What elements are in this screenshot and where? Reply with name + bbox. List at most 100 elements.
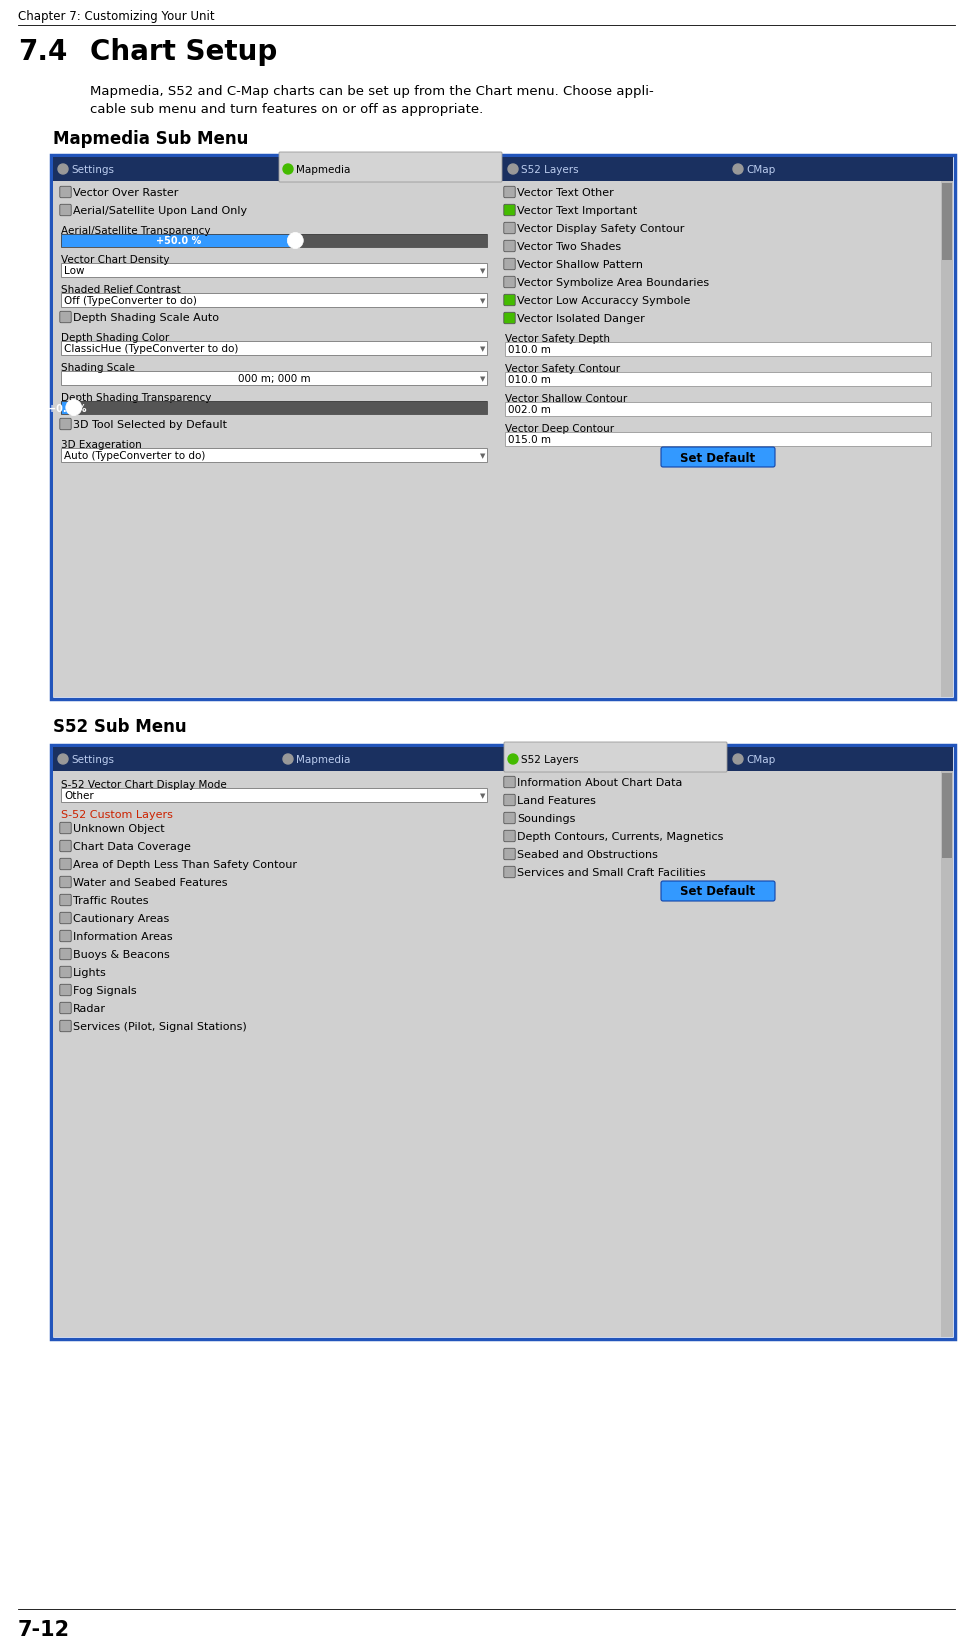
Text: Aerial/Satellite Upon Land Only: Aerial/Satellite Upon Land Only [73,207,247,216]
Text: 3D Exageration: 3D Exageration [61,439,142,449]
Bar [61,293,487,308]
Circle shape [58,754,68,764]
Text: ▼: ▼ [480,346,486,352]
Text: Auto (TypeConverter to do): Auto (TypeConverter to do) [64,451,205,461]
Text: Vector Deep Contour: Vector Deep Contour [505,425,614,434]
Bar [942,774,952,859]
Text: Shading Scale: Shading Scale [61,362,135,372]
Circle shape [508,166,518,175]
FancyBboxPatch shape [504,223,515,234]
Text: Mapmedia, S52 and C-Map charts can be set up from the Chart menu. Choose appli-: Mapmedia, S52 and C-Map charts can be se… [90,85,654,98]
Text: Soundings: Soundings [517,813,575,823]
Text: Chart Setup: Chart Setup [90,38,277,66]
Bar [53,747,953,1337]
Bar [941,182,953,698]
Text: Vector Text Important: Vector Text Important [517,207,637,216]
Bar [74,402,487,415]
FancyBboxPatch shape [59,311,71,323]
Text: 3D Tool Selected by Default: 3D Tool Selected by Default [73,420,227,429]
Circle shape [508,754,518,764]
FancyBboxPatch shape [504,742,727,772]
Bar [61,234,295,247]
Text: ▼: ▼ [480,298,486,303]
FancyBboxPatch shape [504,277,515,288]
Text: Aerial/Satellite Transparency: Aerial/Satellite Transparency [61,226,210,236]
FancyBboxPatch shape [504,313,515,325]
Text: Cautionary Areas: Cautionary Areas [73,913,169,923]
Text: Set Default: Set Default [680,451,756,464]
Text: S52 Layers: S52 Layers [521,754,579,764]
Bar [505,343,931,357]
Bar [505,403,931,416]
Text: Low: Low [64,266,85,275]
FancyBboxPatch shape [504,187,515,198]
FancyBboxPatch shape [59,1003,71,1015]
FancyBboxPatch shape [504,831,515,842]
Text: 010.0 m: 010.0 m [508,375,551,385]
Text: +50.0 %: +50.0 % [156,236,200,246]
FancyBboxPatch shape [59,985,71,997]
Text: cable sub menu and turn features on or off as appropriate.: cable sub menu and turn features on or o… [90,103,484,116]
Text: ▼: ▼ [480,267,486,274]
Text: Settings: Settings [71,166,114,175]
Text: Unknown Object: Unknown Object [73,823,164,834]
Circle shape [283,166,293,175]
FancyBboxPatch shape [59,895,71,906]
Text: Chart Data Coverage: Chart Data Coverage [73,841,191,852]
Bar [51,156,955,700]
FancyBboxPatch shape [504,205,515,216]
FancyBboxPatch shape [504,777,515,788]
Bar [61,402,74,415]
Text: Vector Text Other: Vector Text Other [517,188,614,198]
Text: Mapmedia Sub Menu: Mapmedia Sub Menu [53,129,248,148]
FancyBboxPatch shape [504,795,515,806]
Text: Land Features: Land Features [517,795,595,805]
Text: Services and Small Craft Facilities: Services and Small Craft Facilities [517,867,705,877]
Text: Depth Shading Scale Auto: Depth Shading Scale Auto [73,313,219,323]
FancyBboxPatch shape [504,241,515,252]
Text: 002.0 m: 002.0 m [508,405,551,415]
FancyBboxPatch shape [504,259,515,270]
FancyBboxPatch shape [59,877,71,888]
Text: S-52 Custom Layers: S-52 Custom Layers [61,810,173,820]
Text: 7.4: 7.4 [18,38,67,66]
Bar [941,772,953,1337]
Text: Traffic Routes: Traffic Routes [73,895,149,905]
Bar [61,449,487,462]
Text: Depth Shading Transparency: Depth Shading Transparency [61,393,211,403]
Text: S52 Layers: S52 Layers [521,166,579,175]
Text: Lights: Lights [73,967,107,977]
Bar [61,264,487,279]
Text: Vector Two Shades: Vector Two Shades [517,243,621,252]
Circle shape [287,233,304,249]
Bar [505,372,931,387]
Text: Settings: Settings [71,754,114,764]
FancyBboxPatch shape [59,1021,71,1033]
Text: Vector Chart Density: Vector Chart Density [61,254,169,266]
FancyBboxPatch shape [59,420,71,431]
Text: Chapter 7: Customizing Your Unit: Chapter 7: Customizing Your Unit [18,10,215,23]
Text: Fog Signals: Fog Signals [73,985,136,995]
FancyBboxPatch shape [504,813,515,824]
FancyBboxPatch shape [59,913,71,924]
Bar [61,788,487,803]
Text: CMap: CMap [746,166,775,175]
FancyBboxPatch shape [59,931,71,942]
Bar [505,433,931,447]
Text: Information Areas: Information Areas [73,931,172,941]
Text: Vector Isolated Danger: Vector Isolated Danger [517,313,645,325]
Text: Mapmedia: Mapmedia [296,754,350,764]
Text: Mapmedia: Mapmedia [296,166,350,175]
Bar [295,234,487,247]
Circle shape [66,400,82,416]
Circle shape [733,754,743,764]
Text: +0.0 %: +0.0 % [48,403,87,413]
Text: 015.0 m: 015.0 m [508,434,551,444]
Text: Buoys & Beacons: Buoys & Beacons [73,949,169,959]
Bar [53,157,953,182]
FancyBboxPatch shape [59,823,71,834]
Bar [942,184,952,261]
Bar [53,747,953,772]
Text: S52 Sub Menu: S52 Sub Menu [53,718,187,736]
FancyBboxPatch shape [661,882,775,901]
